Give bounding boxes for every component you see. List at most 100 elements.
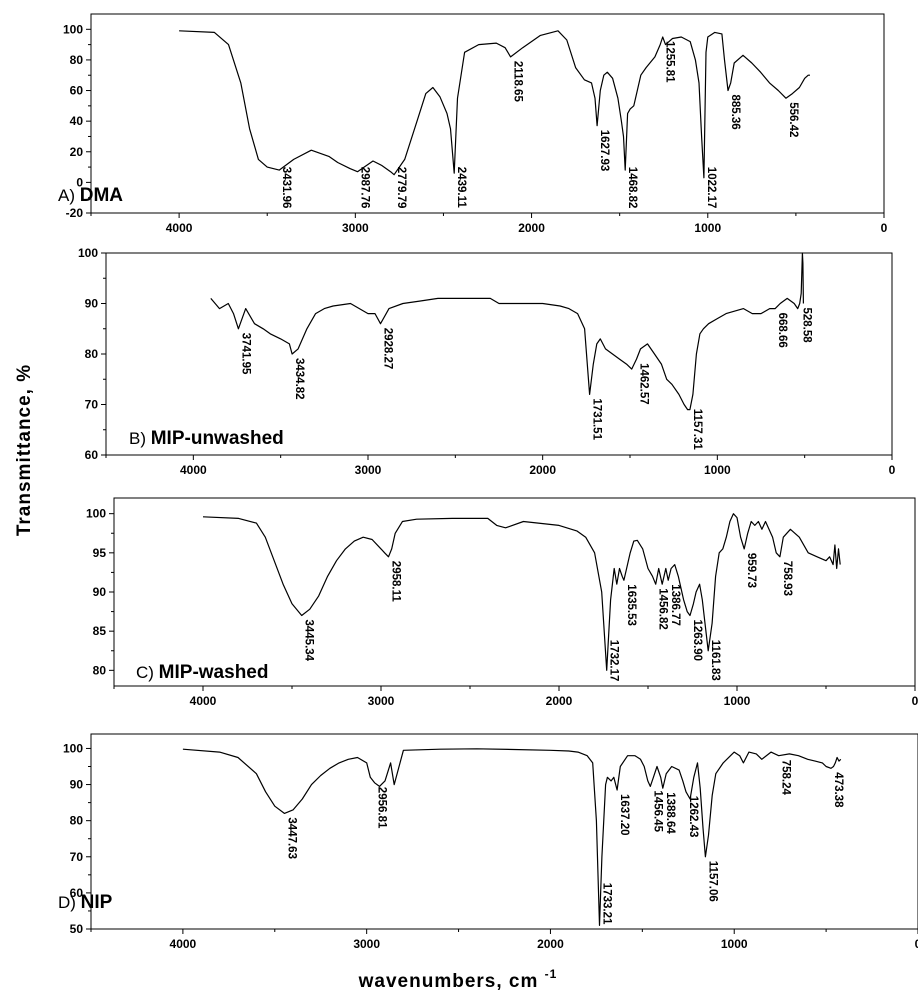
panel-caption: B) MIP-unwashed bbox=[129, 428, 284, 449]
x-tick-label: 1000 bbox=[704, 463, 731, 477]
peak-label: 1255.81 bbox=[664, 41, 676, 83]
peak-label: 3447.63 bbox=[285, 817, 297, 859]
peak-label: 2928.27 bbox=[382, 328, 394, 370]
x-tick-label: 1000 bbox=[724, 694, 751, 708]
y-tick-label: 60 bbox=[70, 886, 84, 900]
peak-label: 1161.83 bbox=[709, 640, 721, 681]
peak-label: 2118.65 bbox=[512, 61, 524, 103]
panel-caption-name: MIP-unwashed bbox=[151, 428, 284, 449]
y-tick-label: -20 bbox=[66, 206, 84, 220]
y-tick-label: 60 bbox=[85, 448, 99, 462]
peak-label: 1635.53 bbox=[625, 584, 637, 626]
plot-frame bbox=[105, 252, 893, 456]
y-tick-label: 85 bbox=[93, 624, 107, 638]
y-tick-label: 90 bbox=[70, 778, 84, 792]
peak-label: 3434.82 bbox=[293, 358, 305, 400]
spectrum-line bbox=[182, 748, 842, 926]
x-tick-label: 0 bbox=[881, 221, 888, 235]
peak-label: 2958.11 bbox=[390, 561, 402, 603]
spectrum-line bbox=[202, 513, 841, 671]
peak-label: 3741.95 bbox=[239, 333, 251, 375]
x-tick-label: 2000 bbox=[546, 694, 573, 708]
peak-label: 1732.17 bbox=[608, 640, 620, 682]
y-tick-label: 80 bbox=[70, 814, 84, 828]
y-tick-label: 50 bbox=[70, 922, 84, 936]
peak-label: 1627.93 bbox=[598, 130, 610, 172]
peak-label: 2779.79 bbox=[395, 167, 407, 209]
panel-caption-letter: A) bbox=[58, 186, 80, 205]
panel-caption: A) DMA bbox=[58, 185, 123, 206]
peak-label: 1468.82 bbox=[626, 167, 638, 209]
y-tick-label: 20 bbox=[70, 145, 84, 159]
x-tick-label: 3000 bbox=[355, 463, 382, 477]
panel-b: 4000 3000 2000 1000 0 60 70 80 90 100 3741.95 3434.… bbox=[78, 246, 896, 477]
x-tick-label: 4000 bbox=[170, 937, 197, 951]
y-tick-label: 60 bbox=[70, 84, 84, 98]
peak-label: 1731.51 bbox=[591, 398, 603, 440]
peak-label: 1456.45 bbox=[651, 790, 663, 832]
x-tick-label: 2000 bbox=[518, 221, 545, 235]
peak-label: 1733.21 bbox=[601, 883, 613, 925]
y-tick-label: 0 bbox=[76, 175, 83, 189]
peak-label: 758.93 bbox=[781, 561, 793, 596]
peak-label: 1263.90 bbox=[691, 620, 703, 662]
x-tick-label: 3000 bbox=[342, 221, 369, 235]
peak-label: 3445.34 bbox=[303, 620, 315, 662]
y-tick-label: 80 bbox=[93, 663, 107, 677]
y-tick-label: 70 bbox=[70, 850, 84, 864]
peak-label: 528.58 bbox=[801, 308, 813, 344]
y-axis-title: Transmittance, % bbox=[14, 364, 35, 536]
x-axis-title-main: wavenumbers, cm bbox=[358, 971, 539, 992]
peak-label: 1022.17 bbox=[705, 167, 717, 209]
x-tick-label: 1000 bbox=[694, 221, 721, 235]
peak-label: 556.42 bbox=[787, 102, 799, 137]
x-tick-label: 2000 bbox=[529, 463, 556, 477]
peak-label: 1262.43 bbox=[687, 796, 699, 838]
peak-label: 1462.57 bbox=[638, 363, 650, 405]
x-tick-label: 0 bbox=[889, 463, 896, 477]
peak-label: 885.36 bbox=[729, 95, 741, 130]
y-tick-label: 100 bbox=[63, 741, 83, 755]
panel-caption-letter: C) bbox=[136, 663, 159, 682]
x-tick-label: 4000 bbox=[190, 694, 217, 708]
peak-label: 3431.96 bbox=[280, 167, 292, 209]
panel-caption-name: DMA bbox=[80, 185, 124, 206]
peak-label: 1456.82 bbox=[657, 588, 669, 630]
peak-label: 758.24 bbox=[780, 760, 792, 796]
panel-caption-letter: D) bbox=[58, 893, 81, 912]
x-tick-label: 4000 bbox=[180, 463, 207, 477]
y-tick-label: 90 bbox=[93, 585, 107, 599]
peak-label: 2956.81 bbox=[376, 787, 388, 829]
peak-label: 1388.64 bbox=[664, 792, 676, 834]
y-tick-label: 100 bbox=[78, 246, 98, 260]
y-tick-label: 100 bbox=[63, 22, 83, 36]
x-tick-label: 3000 bbox=[368, 694, 395, 708]
x-axis-title-superscript: -1 bbox=[545, 967, 558, 981]
panel-caption: D) NIP bbox=[58, 892, 113, 913]
spectrum-line bbox=[179, 30, 810, 179]
x-tick-label: 1000 bbox=[721, 937, 748, 951]
y-tick-label: 95 bbox=[93, 546, 107, 560]
peak-label: 668.66 bbox=[776, 313, 788, 348]
x-axis-title: wavenumbers, cm -1 bbox=[358, 967, 558, 992]
y-tick-label: 100 bbox=[86, 507, 106, 521]
x-tick-label: 3000 bbox=[353, 937, 380, 951]
panel-a: 4000 3000 2000 1000 0 -20 0 20 40 60 80 100 3431.96 2… bbox=[58, 13, 888, 235]
x-tick-label: 0 bbox=[915, 937, 918, 951]
peak-label: 1386.77 bbox=[669, 584, 681, 626]
spectrum-line bbox=[210, 252, 804, 411]
peak-label: 2439.11 bbox=[455, 167, 467, 209]
y-tick-label: 70 bbox=[85, 398, 99, 412]
peak-label: 959.73 bbox=[745, 553, 757, 588]
plot-frame bbox=[90, 13, 885, 214]
panel-d: 4000 3000 2000 1000 0 50 60 70 80 90 100 3447.63 295… bbox=[58, 733, 918, 951]
peak-label: 2987.76 bbox=[359, 167, 371, 209]
peak-label: 1157.06 bbox=[706, 861, 718, 902]
y-tick-label: 80 bbox=[85, 347, 99, 361]
peak-label: 473.38 bbox=[832, 772, 844, 808]
plot-frame bbox=[90, 733, 918, 930]
panel-c: 4000 3000 2000 1000 0 80 85 90 95 100 3445.34 2958.… bbox=[86, 497, 918, 708]
